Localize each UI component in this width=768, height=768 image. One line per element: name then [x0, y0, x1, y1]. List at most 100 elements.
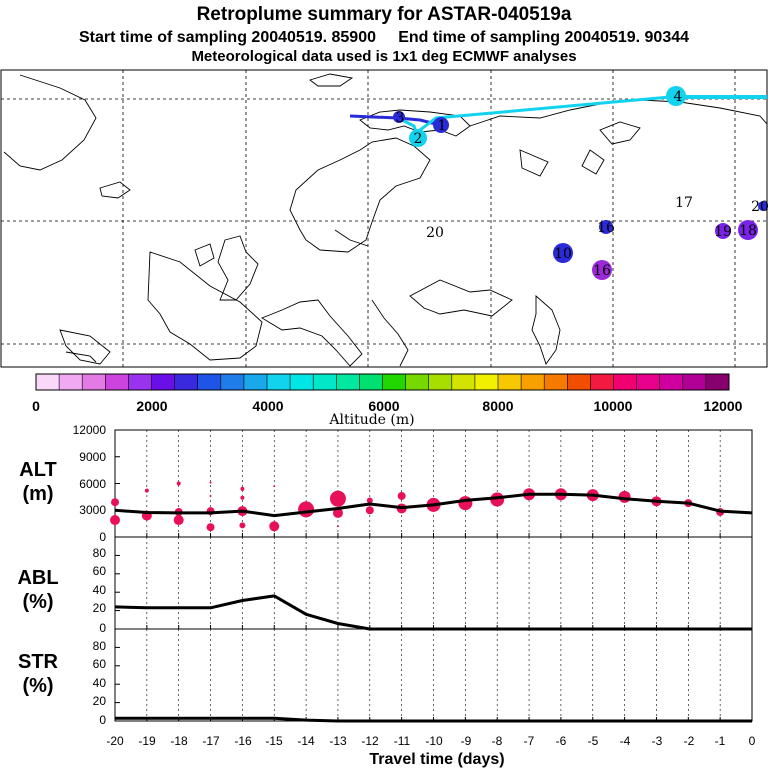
time-series-panels	[110, 429, 753, 723]
colorbar-swatch	[36, 374, 60, 390]
alt-scatter-point	[397, 491, 406, 500]
colorbar-swatch	[705, 374, 730, 390]
alt-scatter-point	[458, 496, 473, 511]
colorbar-swatch	[290, 374, 314, 390]
x-tick-label: -17	[202, 734, 220, 748]
y-tick-label: 40	[93, 676, 107, 690]
y-tick-label: 20	[93, 694, 107, 708]
trajectory-marker-2	[409, 129, 427, 147]
colorbar-swatch	[243, 374, 268, 390]
colorbar-swatch	[174, 374, 199, 390]
alt-scatter-point	[240, 486, 245, 491]
colorbar-swatch	[405, 374, 430, 390]
alt-scatter-point	[176, 481, 181, 486]
alt-scatter-point	[336, 525, 339, 528]
x-tick-label: -20	[106, 734, 124, 748]
colorbar-swatch	[590, 374, 614, 390]
cluster-label: 20	[751, 199, 768, 215]
coastlines	[3, 73, 768, 367]
cluster-marker	[758, 201, 768, 211]
colorbar-tick-label: 10000	[594, 398, 633, 414]
trajectory-label-4: 4	[674, 89, 683, 105]
cluster-markers: 16 17 18 19 20 20 10 16	[426, 195, 768, 280]
x-ticks: -20 -19 -18 -17 -16 -15 -14 -13 -12 -11 …	[106, 734, 755, 748]
map-panel: 1 2 3 4 16 17 18 19 20 20 10 16	[0, 69, 768, 368]
x-tick-label: -5	[588, 734, 599, 748]
colorbar-swatch	[197, 374, 222, 390]
colorbar-swatch	[659, 374, 684, 390]
trajectory-markers: 1 2 3 4	[393, 86, 686, 147]
x-tick-label: -16	[234, 734, 252, 748]
map-frame	[0, 69, 768, 368]
colorbar-tick-label: 2000	[136, 398, 167, 414]
cluster-label: 19	[714, 224, 732, 240]
y-tick-label: 0	[99, 713, 106, 727]
x-tick-label: -18	[170, 734, 188, 748]
y-tick-label: 60	[93, 657, 107, 671]
alt-panel-series-line	[114, 492, 753, 518]
altitude-colorbar	[35, 373, 730, 391]
colorbar-swatch	[613, 374, 638, 390]
y-tick-label: 0	[99, 530, 106, 544]
alt-scatter-point	[365, 506, 374, 515]
title-line-2: Start time of sampling 20040519. 85900 E…	[79, 29, 689, 46]
abl-y-ticks: 80 60 40 20 0	[93, 546, 107, 635]
colorbar-ticks: 0 2000 4000 6000 8000 10000 12000	[32, 398, 743, 414]
colorbar-swatch	[474, 374, 499, 390]
colorbar-swatch	[59, 374, 83, 390]
panel-label-abl: ABL	[17, 567, 58, 589]
x-tick-label: -8	[492, 734, 503, 748]
alt-scatter-point	[173, 515, 184, 526]
str-panel	[114, 628, 753, 723]
y-tick-label: 40	[93, 583, 107, 597]
alt-y-ticks: 12000 9000 6000 3000 0	[73, 423, 107, 544]
colorbar-swatch	[382, 374, 407, 390]
alt-scatter-point	[239, 522, 246, 529]
colorbar-swatch	[567, 374, 591, 390]
cluster-label: 18	[739, 223, 757, 239]
colorbar-tick-label: 6000	[368, 398, 399, 414]
trajectory-3-path	[419, 95, 671, 132]
colorbar-swatch	[636, 374, 661, 390]
x-tick-label: -4	[620, 734, 631, 748]
y-tick-label: 12000	[73, 423, 107, 437]
cluster-marker	[599, 220, 613, 234]
trajectory-label-1: 1	[438, 118, 447, 134]
alt-scatter-point	[110, 515, 120, 526]
cluster-label: 10	[554, 246, 572, 262]
x-tick-label: -2	[684, 734, 695, 748]
colorbar-swatch	[451, 374, 476, 390]
x-tick-label: -6	[556, 734, 567, 748]
alt-scatter-point	[206, 523, 215, 532]
y-tick-label: 60	[93, 564, 107, 578]
x-tick-label: -12	[361, 734, 379, 748]
trajectory-marker-4	[666, 86, 686, 106]
alt-scatter-point	[298, 501, 315, 518]
x-axis-label: Travel time (days)	[369, 751, 504, 768]
title-line-1: Retroplume summary for ASTAR-040519a	[197, 4, 572, 25]
cluster-marker	[553, 243, 573, 263]
y-tick-label: 80	[93, 639, 107, 653]
colorbar-tick-label: 0	[32, 398, 40, 414]
colorbar-swatch	[151, 374, 176, 390]
y-tick-label: 6000	[79, 477, 106, 491]
colorbar-swatch	[267, 374, 291, 390]
x-tick-label: -7	[524, 734, 535, 748]
trajectory-marker-3	[393, 111, 405, 123]
colorbar-swatch	[521, 374, 545, 390]
panel-label-str-unit: (%)	[22, 675, 53, 697]
y-tick-label: 3000	[79, 503, 106, 517]
x-tick-label: -9	[461, 734, 472, 748]
colorbar-swatch	[128, 374, 152, 390]
panel-label-abl-unit: (%)	[22, 591, 53, 613]
y-tick-label: 20	[93, 601, 107, 615]
y-tick-label: 0	[99, 621, 106, 635]
colorbar-swatch	[220, 374, 245, 390]
str-y-ticks: 80 60 40 20 0	[93, 639, 107, 727]
colorbar-label: Altitude (m)	[328, 412, 414, 428]
trajectory-label-2: 2	[414, 131, 423, 147]
alt-panel	[110, 429, 753, 538]
colorbar-swatch	[498, 374, 522, 390]
cluster-marker	[592, 260, 612, 280]
colorbar-tick-label: 8000	[482, 398, 513, 414]
